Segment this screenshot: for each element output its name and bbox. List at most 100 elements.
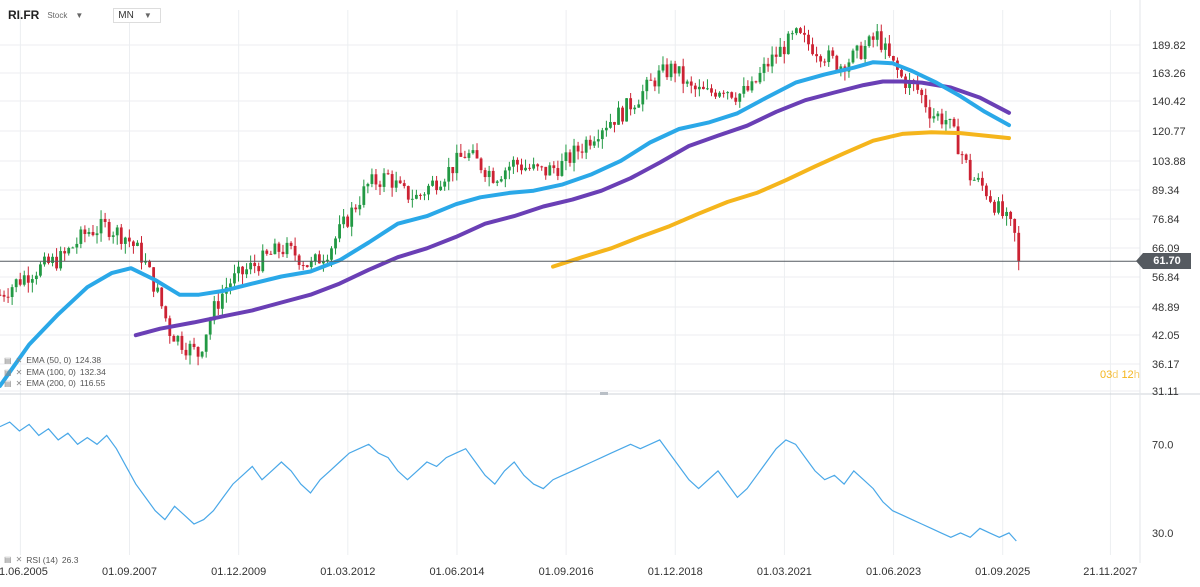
ema100-line <box>133 79 1011 338</box>
candle-body-102 <box>410 198 414 200</box>
candle-body-250 <box>1009 211 1013 219</box>
candle-body-130 <box>524 167 527 171</box>
candle-body-198 <box>799 28 802 33</box>
time-tick-label-6: 01.12.2018 <box>648 566 703 578</box>
candle-body-133 <box>536 164 540 167</box>
ema200-line <box>551 130 1011 269</box>
candle-body-178 <box>718 92 721 97</box>
candle-body-14 <box>55 256 58 269</box>
candle-body-239 <box>964 154 968 160</box>
toolbar: RI.FR Stock ▼ MN ▼ <box>8 6 161 24</box>
candle-body-170 <box>685 81 689 84</box>
candle-body-95 <box>382 173 386 187</box>
candle-body-174 <box>702 86 705 90</box>
ema200-label: EMA (200, 0) <box>26 378 76 388</box>
candle-body-4 <box>14 279 18 288</box>
candle-body-105 <box>423 194 426 196</box>
settings-icon[interactable]: ▤ <box>4 367 12 377</box>
candle-body-159 <box>641 91 645 105</box>
candle-body-57 <box>229 283 232 288</box>
candle-body-6 <box>22 275 26 285</box>
candle-body-190 <box>766 63 770 67</box>
close-icon[interactable]: ✕ <box>15 367 23 377</box>
close-icon[interactable]: ✕ <box>15 379 23 388</box>
settings-icon[interactable]: ▤ <box>4 356 12 365</box>
candle-body-141 <box>568 152 572 163</box>
ema50-line <box>0 60 1011 388</box>
candle-body-84 <box>338 224 341 239</box>
candle-body-165 <box>665 64 669 78</box>
candle-body-113 <box>455 152 459 174</box>
ema200-legend[interactable]: ▤ ✕ EMA (200, 0) 116.55 <box>4 378 106 390</box>
candle-body-219 <box>883 43 887 50</box>
candle-body-34 <box>136 242 139 246</box>
candle-body-118 <box>475 150 479 159</box>
settings-icon[interactable]: ▤ <box>4 555 12 564</box>
candle-body-223 <box>900 69 903 77</box>
candle-body-196 <box>790 33 794 35</box>
candle-body-243 <box>980 177 984 186</box>
price-tick-label-8: 56.84 <box>1152 272 1180 284</box>
candle-body-138 <box>556 168 560 176</box>
candle-body-9 <box>34 275 38 280</box>
candle-body-191 <box>770 54 774 67</box>
candle-body-45 <box>180 335 184 350</box>
candle-body-127 <box>512 159 515 167</box>
candle-body-146 <box>588 139 592 146</box>
candle-body-200 <box>807 34 810 45</box>
ema100-label: EMA (100, 0) <box>26 366 76 377</box>
candle-body-86 <box>346 216 350 227</box>
ema100-legend[interactable]: ▤ ✕ EMA (100, 0) 132.34 <box>4 367 106 379</box>
rsi-legend[interactable]: ▤ ✕ RSI (14) 26.3 <box>4 555 78 565</box>
candle-body-121 <box>487 170 491 178</box>
chevron-down-icon[interactable]: ▼ <box>75 10 84 20</box>
candle-body-211 <box>851 50 855 63</box>
close-icon[interactable]: ✕ <box>15 555 23 564</box>
candle-body-172 <box>693 85 697 90</box>
candle-body-152 <box>613 122 616 125</box>
candle-body-227 <box>916 83 920 90</box>
candle-body-104 <box>419 194 422 196</box>
candle-body-28 <box>111 235 115 237</box>
candle-body-142 <box>572 145 576 163</box>
symbol-label[interactable]: RI.FR <box>8 8 40 22</box>
candle-body-16 <box>63 251 67 254</box>
candle-body-7 <box>26 275 30 283</box>
close-icon[interactable]: ✕ <box>15 356 23 365</box>
time-tick-label-0: 01.06.2005 <box>0 566 48 578</box>
candle-body-35 <box>140 242 143 263</box>
candle-body-40 <box>160 287 164 307</box>
time-tick-label-4: 01.06.2014 <box>429 566 484 578</box>
candle-body-112 <box>451 167 455 174</box>
candle-body-23 <box>91 232 95 236</box>
settings-icon[interactable]: ▤ <box>4 379 12 388</box>
candle-body-240 <box>968 159 972 181</box>
price-tick-label-12: 31.11 <box>1152 386 1179 398</box>
candle-body-43 <box>172 335 176 342</box>
candle-body-217 <box>875 31 879 40</box>
candle-body-22 <box>87 232 91 235</box>
candle-body-59 <box>237 266 240 274</box>
time-tick-label-10: 21.11.2027 <box>1083 566 1137 578</box>
candle-body-182 <box>734 97 738 102</box>
price-tick-label-4: 103.88 <box>1152 156 1186 168</box>
candle-body-101 <box>406 186 410 200</box>
candle-body-111 <box>447 167 451 182</box>
candle-body-53 <box>212 301 216 321</box>
rsi-tick-label-1: 30.0 <box>1152 528 1173 540</box>
candle-body-132 <box>532 164 536 169</box>
candle-body-83 <box>334 238 337 249</box>
candle-body-179 <box>722 92 726 94</box>
timeframe-select[interactable]: MN ▼ <box>113 7 161 23</box>
candle-body-8 <box>30 279 34 283</box>
time-tick-label-9: 01.09.2025 <box>975 566 1030 578</box>
candle-body-244 <box>984 185 988 197</box>
candle-body-27 <box>107 221 111 237</box>
ema50-legend[interactable]: ▤ ✕ EMA (50, 0) 124.38 <box>4 355 106 367</box>
candle-body-98 <box>394 180 398 188</box>
candle-body-204 <box>823 61 827 63</box>
candle-body-117 <box>471 150 475 154</box>
candle-body-131 <box>528 167 531 169</box>
candle-body-92 <box>370 174 374 184</box>
